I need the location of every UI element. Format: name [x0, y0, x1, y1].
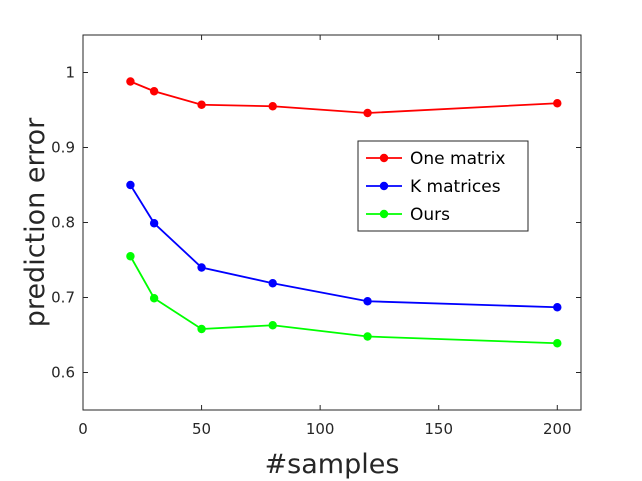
series-3	[126, 252, 562, 348]
x-axis-ticks: 0 50 100 150 200	[78, 35, 572, 438]
data-point	[126, 252, 135, 261]
series-line	[130, 80, 558, 114]
y-tick-label: 1	[65, 64, 75, 82]
series-line	[129, 255, 558, 345]
legend-swatch-marker	[379, 153, 389, 163]
series-line	[129, 184, 558, 309]
legend-item: Ours	[366, 205, 450, 225]
data-point	[363, 332, 372, 341]
data-point	[197, 263, 206, 272]
legend-label: One matrix	[410, 149, 505, 169]
legend-label: K matrices	[410, 177, 501, 197]
x-axis-title: #samples	[265, 449, 400, 480]
legend-swatch-marker	[379, 209, 389, 219]
data-point	[268, 321, 277, 330]
y-tick-label: 0.8	[51, 214, 75, 232]
data-point	[553, 99, 562, 108]
data-point	[553, 339, 562, 348]
legend-item: K matrices	[366, 177, 501, 197]
x-tick-label: 50	[192, 420, 211, 438]
data-point	[553, 303, 562, 312]
data-point	[149, 87, 159, 96]
series-layer	[126, 77, 562, 348]
data-point	[197, 100, 206, 109]
x-tick-label: 150	[424, 420, 453, 438]
y-axis-ticks: 0.6 0.7 0.8 0.9 1	[51, 64, 581, 382]
legend: One matrix K matrices Ours	[357, 140, 529, 232]
data-point	[126, 77, 135, 86]
x-tick-label: 100	[306, 420, 335, 438]
data-point	[268, 279, 277, 288]
data-point	[363, 297, 372, 306]
y-axis-title: prediction error	[20, 117, 51, 327]
data-point	[149, 219, 159, 228]
series-2	[126, 180, 562, 312]
legend-label: Ours	[410, 205, 450, 225]
legend-swatch-marker	[379, 181, 389, 191]
y-tick-label: 0.6	[51, 364, 75, 382]
legend-item: One matrix	[366, 149, 505, 169]
series-1	[126, 77, 562, 118]
data-point	[126, 180, 135, 190]
x-tick-label: 200	[543, 420, 572, 438]
data-point	[149, 294, 159, 303]
y-tick-label: 0.9	[51, 139, 75, 157]
data-point	[197, 324, 206, 334]
x-tick-label: 0	[78, 420, 88, 438]
data-point	[363, 108, 372, 118]
y-tick-label: 0.7	[51, 289, 75, 307]
data-point	[268, 102, 277, 111]
